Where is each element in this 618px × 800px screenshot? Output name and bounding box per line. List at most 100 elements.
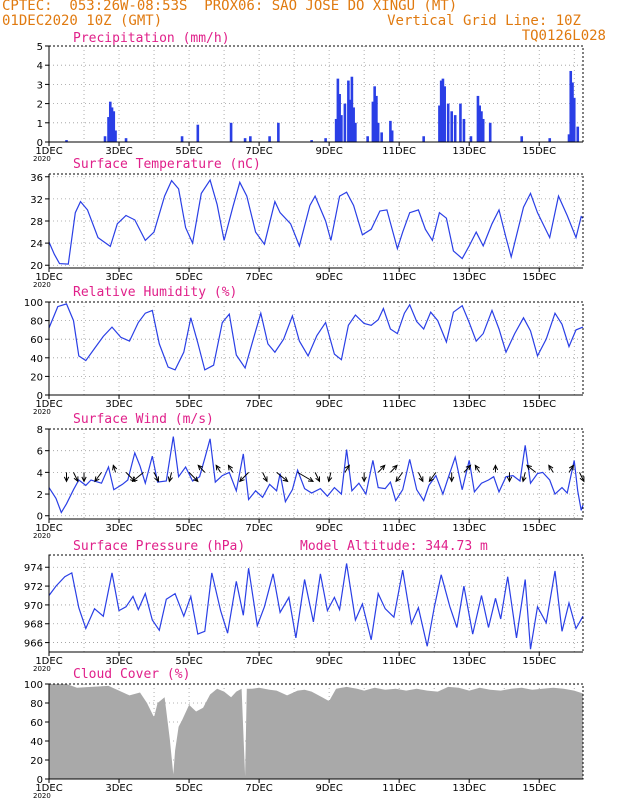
precipitation-bar bbox=[459, 103, 462, 142]
precipitation-xtick-label: 9DEC bbox=[315, 146, 342, 157]
precipitation-bar bbox=[462, 118, 466, 142]
temperature-line bbox=[48, 178, 584, 265]
wind-vector-head bbox=[94, 476, 100, 483]
wind-vector-head bbox=[392, 464, 398, 471]
wind-vector bbox=[474, 465, 481, 473]
humidity-year-label: 2020 bbox=[33, 408, 51, 416]
cloud-cover-ytick-label: 0 bbox=[37, 775, 43, 786]
wind-vector-head bbox=[579, 476, 585, 483]
precipitation-bar bbox=[347, 80, 350, 142]
wind-vector bbox=[548, 465, 554, 473]
precipitation-bar bbox=[569, 70, 573, 142]
humidity-ytick-label: 20 bbox=[30, 372, 43, 383]
temperature-xtick-label: 13DEC bbox=[452, 272, 486, 283]
wind-vector-head bbox=[227, 464, 233, 471]
wind-vector-head bbox=[282, 476, 289, 483]
precipitation-bar bbox=[324, 138, 327, 142]
wind-xtick-label: 15DEC bbox=[522, 523, 556, 534]
temperature-ytick-label: 32 bbox=[30, 195, 43, 206]
pressure-xtick-label: 11DEC bbox=[382, 656, 416, 667]
precipitation-bar bbox=[571, 82, 574, 142]
pressure-xtick-label: 1DEC bbox=[35, 656, 62, 667]
humidity-xtick-label: 5DEC bbox=[175, 399, 202, 410]
precipitation-bar bbox=[243, 138, 247, 142]
humidity-ytick-label: 60 bbox=[30, 335, 43, 346]
cloud-cover-xtick-label: 11DEC bbox=[382, 783, 416, 794]
humidity-frame bbox=[48, 301, 584, 396]
pressure-ytick-label: 968 bbox=[24, 620, 43, 631]
precipitation-bar bbox=[441, 78, 445, 142]
wind-vector-head bbox=[262, 476, 268, 483]
precipitation-bar bbox=[107, 117, 110, 142]
wind-vector bbox=[526, 464, 537, 473]
wind-vector bbox=[463, 465, 471, 473]
precipitation-bar bbox=[375, 95, 378, 142]
model-id: TQ0126L028 bbox=[521, 28, 606, 44]
temperature-xtick-label: 5DEC bbox=[175, 272, 202, 283]
wind-vector-head bbox=[112, 464, 118, 471]
precipitation-xtick-label: 11DEC bbox=[382, 146, 416, 157]
precipitation-bar bbox=[488, 122, 492, 142]
cloud-cover-xtick-label: 15DEC bbox=[522, 783, 556, 794]
wind-vector-head bbox=[379, 464, 386, 471]
precipitation-ytick-label: 5 bbox=[37, 42, 43, 53]
wind-vector-head bbox=[521, 476, 527, 483]
precipitation-bar bbox=[340, 115, 343, 142]
precipitation-bar bbox=[478, 105, 482, 142]
precipitation-bar bbox=[110, 107, 114, 142]
wind-ytick-label: 4 bbox=[37, 468, 43, 479]
cloud-cover-xtick-label: 5DEC bbox=[175, 783, 202, 794]
cloud-cover-ytick-label: 80 bbox=[30, 699, 43, 710]
wind-vector-head bbox=[63, 476, 70, 483]
precipitation-bar bbox=[338, 94, 341, 142]
wind-ytick-label: 0 bbox=[37, 512, 43, 523]
temperature-ytick-label: 36 bbox=[30, 173, 43, 184]
precipitation-bar bbox=[343, 103, 347, 142]
wind-vector bbox=[197, 465, 206, 473]
wind-vector bbox=[94, 472, 102, 482]
wind-vector-head bbox=[167, 476, 173, 483]
humidity-title: Relative Humidity (%) bbox=[73, 285, 237, 300]
wind-vector-head bbox=[568, 464, 575, 471]
temperature-year-label: 2020 bbox=[33, 281, 51, 289]
humidity-ytick-label: 40 bbox=[30, 354, 43, 365]
wind-xtick-label: 9DEC bbox=[315, 523, 342, 534]
wind-xtick-label: 1DEC bbox=[35, 523, 62, 534]
humidity-xtick-label: 1DEC bbox=[35, 399, 62, 410]
wind-vector-head bbox=[395, 476, 401, 483]
precipitation-bar bbox=[352, 107, 355, 142]
temperature-xtick-label: 7DEC bbox=[245, 272, 272, 283]
pressure-xtick-label: 5DEC bbox=[175, 656, 202, 667]
wind-vector bbox=[522, 472, 526, 482]
precipitation-bar bbox=[334, 118, 338, 142]
precipitation-bar bbox=[373, 86, 376, 142]
wind-vector bbox=[228, 465, 234, 473]
humidity-xtick-label: 15DEC bbox=[522, 399, 556, 410]
precipitation-bar bbox=[350, 76, 354, 142]
precipitation-bar bbox=[124, 138, 128, 142]
precipitation-bar bbox=[366, 136, 369, 142]
wind-vector-head bbox=[192, 476, 199, 483]
precipitation-ytick-label: 3 bbox=[37, 80, 43, 91]
wind-vector bbox=[262, 472, 268, 482]
station-header-line1: CPTEC: 053:26W-08:53S PROX06: SAO JOSE D… bbox=[2, 0, 458, 14]
pressure-xtick-label: 13DEC bbox=[452, 656, 486, 667]
humidity-xtick-label: 11DEC bbox=[382, 399, 416, 410]
precipitation-bar bbox=[438, 105, 441, 142]
precipitation-ytick-label: 1 bbox=[37, 119, 43, 130]
wind-vector-head bbox=[238, 476, 245, 483]
cloud-cover-year-label: 2020 bbox=[33, 792, 51, 800]
precipitation-ytick-label: 4 bbox=[37, 61, 43, 72]
precipitation-bar bbox=[469, 136, 473, 142]
wind-xtick-label: 7DEC bbox=[245, 523, 272, 534]
precipitation-bar bbox=[108, 101, 112, 142]
precipitation-bar bbox=[371, 101, 375, 142]
wind-vector bbox=[344, 465, 350, 473]
wind-vector-head bbox=[506, 476, 513, 483]
humidity-ytick-label: 100 bbox=[24, 298, 43, 309]
precipitation-xtick-label: 1DEC bbox=[35, 146, 62, 157]
temperature-title: Surface Temperature (nC) bbox=[73, 157, 261, 172]
cloud-cover-ytick-label: 40 bbox=[30, 737, 43, 748]
cloud-cover-xtick-label: 9DEC bbox=[315, 783, 342, 794]
